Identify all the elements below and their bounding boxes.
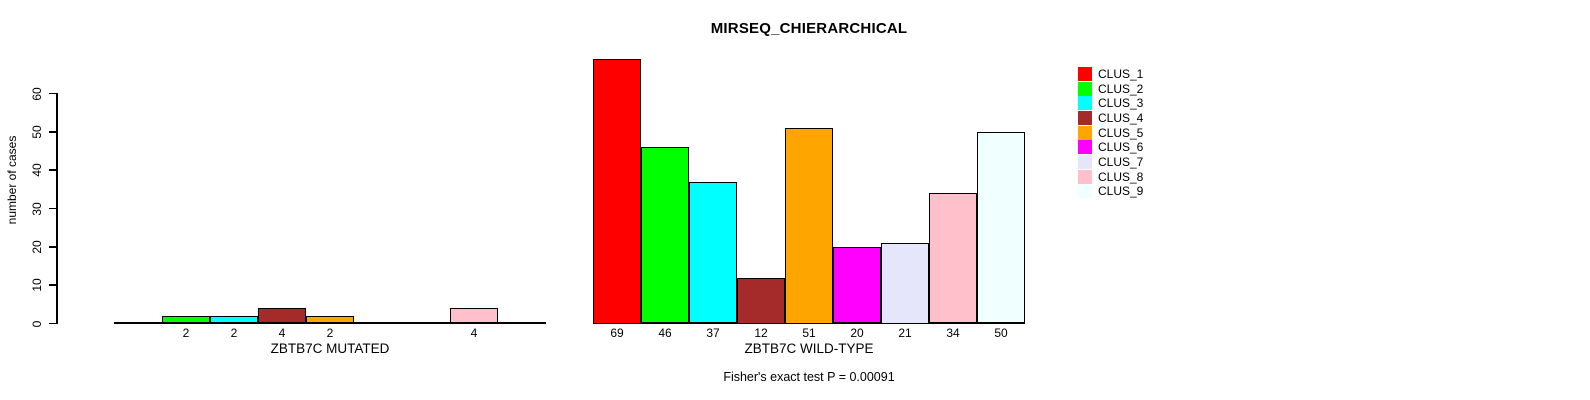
y-axis-tick-label: 60 <box>30 86 44 101</box>
y-axis-tick <box>49 207 56 210</box>
legend-swatch <box>1078 67 1092 81</box>
fisher-test-annotation: Fisher's exact test P = 0.00091 <box>723 370 895 384</box>
legend-swatch <box>1078 111 1092 125</box>
y-axis-tick <box>49 284 56 286</box>
bar-clus_5 <box>306 315 354 324</box>
bar-clus_5 <box>785 128 833 324</box>
bar-clus_7 <box>881 243 929 324</box>
legend-label: CLUS_4 <box>1098 111 1144 125</box>
legend-item: CLUS_9 <box>1078 184 1143 199</box>
y-axis-tick <box>49 131 56 133</box>
legend-swatch <box>1078 81 1092 96</box>
bar-value-label: 12 <box>754 326 768 340</box>
bar-clus_6 <box>833 246 881 324</box>
bar-value-label: 2 <box>182 326 190 340</box>
legend-item: CLUS_3 <box>1078 96 1143 111</box>
y-axis-tick-label: 30 <box>30 201 44 216</box>
y-axis-line <box>56 92 58 325</box>
bar-value-label: 4 <box>278 326 286 340</box>
bar-clus_3 <box>689 181 737 324</box>
legend-swatch <box>1078 125 1092 140</box>
chart-title: MIRSEQ_CHIERARCHICAL <box>710 20 908 37</box>
bar-clus_2 <box>162 315 210 324</box>
bar-value-label: 20 <box>850 326 864 340</box>
bar-clus_8 <box>929 193 977 324</box>
bar-clus_3 <box>210 315 258 324</box>
bar-value-label: 69 <box>610 326 624 340</box>
legend-swatch <box>1078 96 1092 111</box>
bar-value-label: 21 <box>898 326 912 340</box>
legend-swatch <box>1078 169 1092 184</box>
bar-value-label: 4 <box>470 326 478 340</box>
legend-label: CLUS_3 <box>1098 96 1144 111</box>
y-axis-tick-label: 10 <box>30 278 44 292</box>
bar-value-label: 51 <box>802 326 816 340</box>
y-axis-tick <box>49 92 56 95</box>
legend-label: CLUS_2 <box>1098 81 1144 96</box>
legend-swatch <box>1078 140 1092 155</box>
legend-swatch <box>1078 155 1092 170</box>
legend-label: CLUS_5 <box>1098 125 1144 140</box>
legend-item: CLUS_6 <box>1078 140 1143 155</box>
legend-swatch <box>1078 184 1092 199</box>
y-axis-tick <box>49 246 56 248</box>
y-axis-tick <box>49 169 56 171</box>
legend-label: CLUS_7 <box>1098 155 1144 170</box>
bar-clus_9 <box>977 131 1025 324</box>
bar-value-label: 2 <box>326 326 334 340</box>
legend-label: CLUS_9 <box>1098 184 1144 199</box>
legend-item: CLUS_1 <box>1078 67 1143 82</box>
legend-label: CLUS_8 <box>1098 169 1144 184</box>
bar-clus_4 <box>258 308 306 324</box>
bar-clus_2 <box>641 147 689 324</box>
y-axis-tick-label: 20 <box>30 240 44 254</box>
x-axis-group-label: ZBTB7C WILD-TYPE <box>744 341 874 356</box>
legend-label: CLUS_1 <box>1098 67 1144 81</box>
legend-label: CLUS_6 <box>1098 140 1144 155</box>
bar-clus_8 <box>450 308 498 324</box>
legend-item: CLUS_5 <box>1078 125 1143 140</box>
bar-value-label: 37 <box>706 326 720 340</box>
y-axis-tick-label: 50 <box>30 125 44 139</box>
legend-item: CLUS_8 <box>1078 169 1143 184</box>
bar-value-label: 2 <box>230 326 238 340</box>
bar-value-label: 34 <box>946 326 960 340</box>
y-axis-tick-label: 40 <box>30 163 44 177</box>
bar-clus_4 <box>737 277 785 324</box>
legend-item: CLUS_4 <box>1078 111 1143 126</box>
legend-item: CLUS_2 <box>1078 81 1143 96</box>
bar-value-label: 46 <box>658 326 672 340</box>
y-axis-label: number of cases <box>5 135 19 225</box>
legend-item: CLUS_7 <box>1078 155 1143 170</box>
y-axis-tick-label: 0 <box>30 320 44 327</box>
x-axis-group-label: ZBTB7C MUTATED <box>270 341 390 356</box>
bar-value-label: 50 <box>994 326 1008 340</box>
y-axis-tick <box>49 322 56 325</box>
bar-clus_1 <box>593 59 641 324</box>
